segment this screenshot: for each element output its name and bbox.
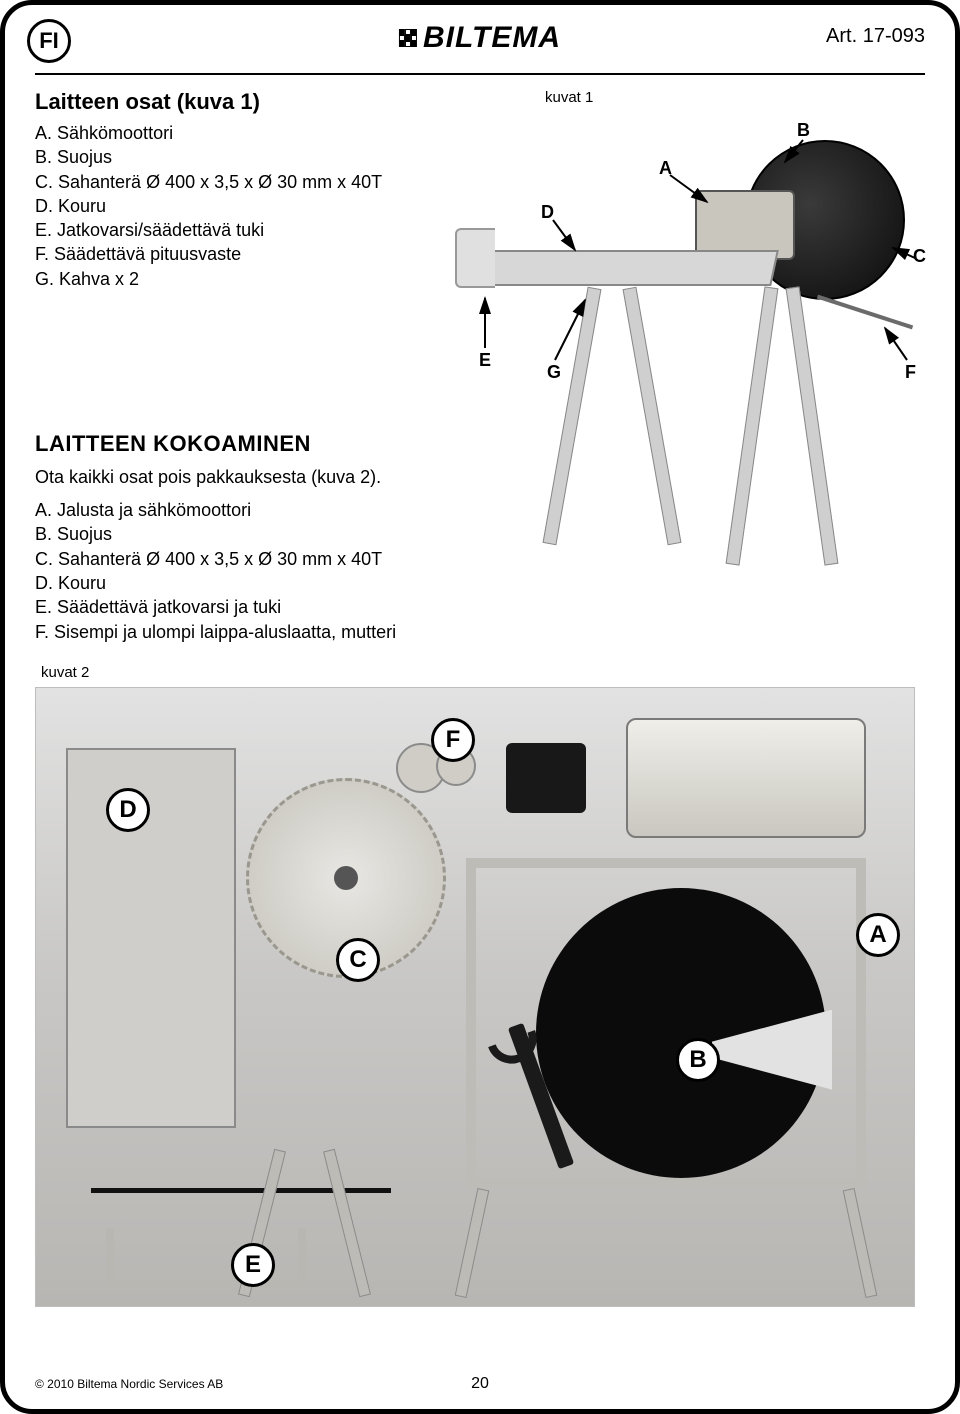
bubble-D: D (106, 788, 150, 832)
callout-A: A (659, 158, 672, 179)
callout-C: C (913, 246, 926, 267)
list-item: F. Säädettävä pituusvaste (35, 242, 425, 266)
fig2-switchbox (506, 743, 586, 813)
fig2-hexkey (91, 1188, 391, 1193)
bubble-B: B (676, 1038, 720, 1082)
language-badge: FI (27, 19, 71, 63)
page-header: FI BILTEMA Art. 17-093 (35, 25, 925, 75)
page-footer: © 2010 Biltema Nordic Services AB 20 . (35, 1377, 925, 1391)
list-item: E. Säädettävä jatkovarsi ja tuki (35, 595, 425, 619)
callout-B: B (797, 120, 810, 141)
list-item: A. Jalusta ja sähkömoottori (35, 498, 425, 522)
page-number: 20 (471, 1375, 489, 1393)
section2-items: A. Jalusta ja sähkömoottori B. Suojus C.… (35, 498, 425, 644)
bubble-A: A (856, 913, 900, 957)
list-item: C. Sahanterä Ø 400 x 3,5 x Ø 30 mm x 40T (35, 547, 425, 571)
copyright: © 2010 Biltema Nordic Services AB (35, 1377, 223, 1391)
figure2-illustration: D C F B A E (35, 687, 915, 1307)
list-item: D. Kouru (35, 571, 425, 595)
list-item: E. Jatkovarsi/säädettävä tuki (35, 218, 425, 242)
checker-icon (399, 29, 417, 47)
list-item: G. Kahva x 2 (35, 267, 425, 291)
figure2-caption: kuvat 2 (41, 664, 925, 681)
section1-items: A. Sähkömoottori B. Suojus C. Sahanterä … (35, 121, 425, 291)
fig2-bracket (106, 1228, 306, 1288)
fig2-leg (455, 1188, 490, 1298)
callout-G: G (547, 362, 561, 383)
bubble-C: C (336, 938, 380, 982)
article-number: Art. 17-093 (826, 25, 925, 48)
parts-list-1: Laitteen osat (kuva 1) A. Sähkömoottori … (35, 89, 425, 644)
callout-D: D (541, 202, 554, 223)
figure-1: kuvat 1 (435, 89, 925, 644)
list-item: D. Kouru (35, 194, 425, 218)
callout-F: F (905, 362, 916, 383)
language-code: FI (39, 28, 59, 54)
fig2-leg (323, 1149, 371, 1297)
list-item: F. Sisempi ja ulompi laippa-aluslaatta, … (35, 620, 425, 644)
list-item: C. Sahanterä Ø 400 x 3,5 x Ø 30 mm x 40T (35, 170, 425, 194)
list-item: B. Suojus (35, 522, 425, 546)
fig2-motor (626, 718, 866, 838)
brand-logo: BILTEMA (399, 21, 561, 55)
figure1-caption: kuvat 1 (545, 89, 925, 106)
fig2-guard (536, 888, 826, 1178)
bubble-F: F (431, 718, 475, 762)
figure1-illustration: A B C D E F G (445, 110, 925, 580)
section2-intro: Ota kaikki osat pois pakkauksesta (kuva … (35, 467, 425, 488)
figure1-arrows (445, 110, 925, 580)
fig2-trough (66, 748, 236, 1128)
manual-page: FI BILTEMA Art. 17-093 Laitteen osat (ku… (0, 0, 960, 1414)
bubble-E: E (231, 1243, 275, 1287)
fig2-leg (843, 1188, 878, 1298)
figure-2-block: kuvat 2 (35, 664, 925, 1307)
list-item: A. Sähkömoottori (35, 121, 425, 145)
section2-title: LAITTEEN KOKOAMINEN (35, 431, 425, 457)
brand-text: BILTEMA (423, 21, 561, 55)
list-item: B. Suojus (35, 145, 425, 169)
section1-title: Laitteen osat (kuva 1) (35, 89, 425, 115)
body-row-1: Laitteen osat (kuva 1) A. Sähkömoottori … (35, 75, 925, 644)
callout-E: E (479, 350, 491, 371)
